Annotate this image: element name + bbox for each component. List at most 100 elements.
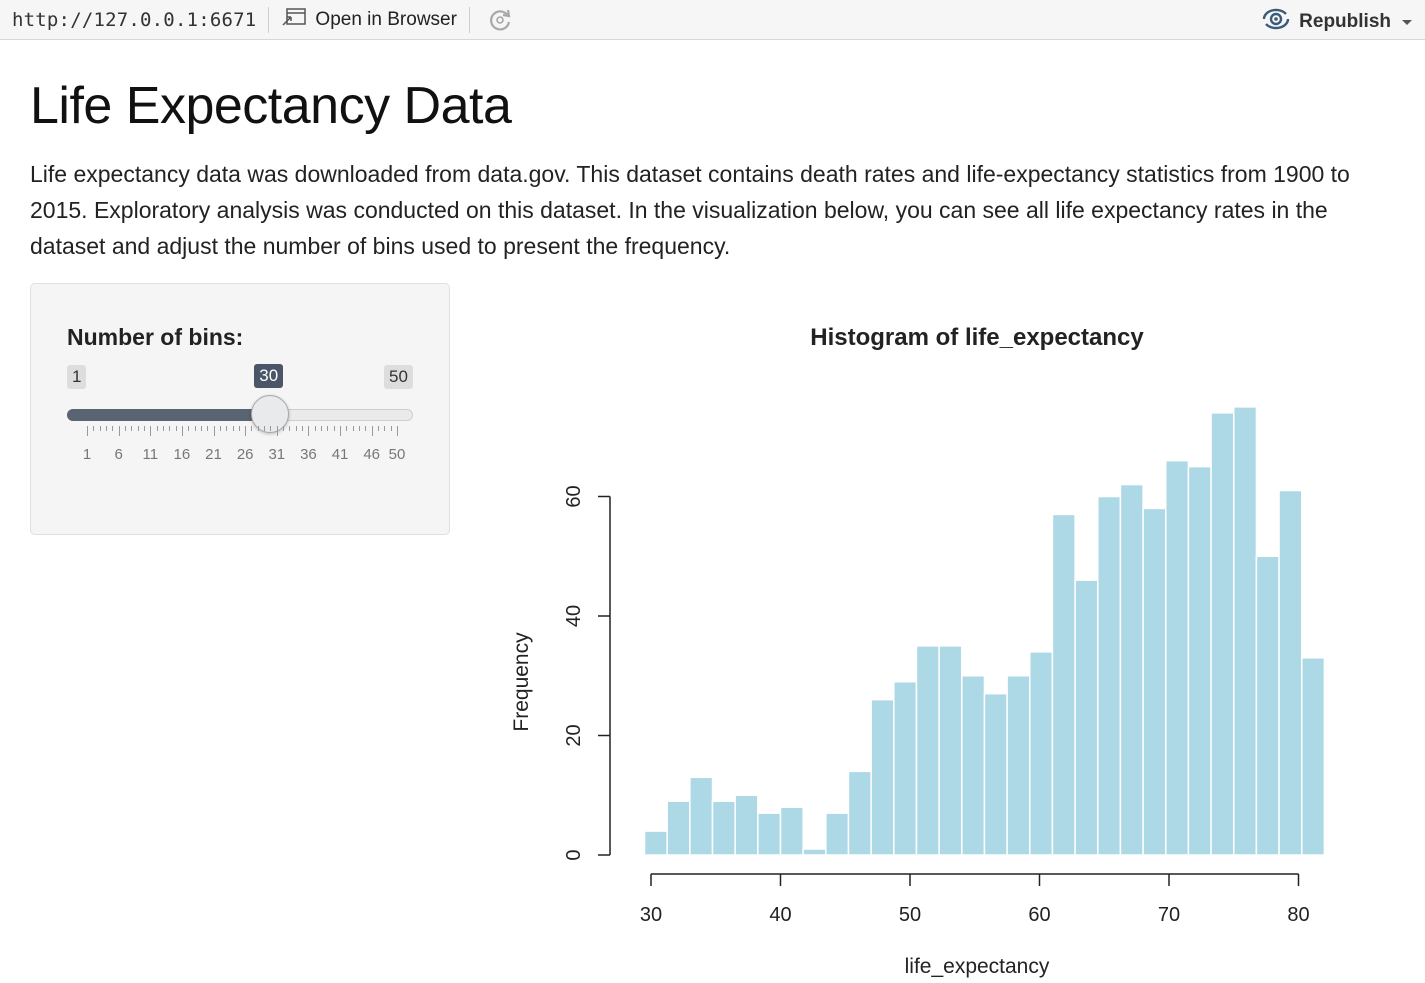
slider-tick-label: 1 <box>82 446 92 463</box>
slider-tick <box>302 426 304 431</box>
slider-tick-label: 50 <box>388 446 406 463</box>
x-axis-label: life_expectancy <box>905 955 1050 978</box>
slider-tick-label: 26 <box>236 446 254 463</box>
slider-tick <box>181 426 183 436</box>
slider-tick <box>137 426 139 431</box>
histogram-bar <box>1187 465 1212 856</box>
x-tick-label: 70 <box>1158 904 1180 926</box>
x-tick-label: 80 <box>1287 904 1309 926</box>
histogram-bar <box>847 770 872 856</box>
republish-button[interactable]: Republish <box>1261 6 1413 38</box>
slider-min-label: 1 <box>67 365 87 389</box>
slider-tick <box>257 426 259 431</box>
histogram-bar <box>915 645 940 856</box>
toolbar-divider <box>468 6 470 33</box>
open-in-browser-button[interactable]: Open in Browser <box>281 6 457 34</box>
y-tick-label: 40 <box>563 605 585 627</box>
slider-max-label: 50 <box>384 365 413 389</box>
slider-tick <box>112 426 114 431</box>
slider-tick <box>238 426 240 431</box>
url-display: http://127.0.0.1:6671 <box>12 8 257 31</box>
slider-tick <box>390 426 392 431</box>
republish-icon <box>1261 6 1291 38</box>
slider-tick <box>283 426 285 431</box>
histogram-bar <box>1097 495 1122 856</box>
slider-tick-label: 21 <box>205 446 222 463</box>
slider-tick-label: 36 <box>300 446 317 463</box>
histogram-bar <box>1051 513 1076 856</box>
slider-tick-label: 6 <box>114 446 123 463</box>
slider-tick <box>327 426 329 431</box>
slider-tick <box>384 426 386 431</box>
y-tick-label: 60 <box>563 485 585 507</box>
chevron-down-icon[interactable] <box>1401 11 1413 33</box>
histogram-bar <box>711 800 736 856</box>
slider-tick <box>359 426 361 431</box>
histogram-bar <box>893 680 918 856</box>
slider-tick <box>264 426 266 431</box>
slider-tick-label: 11 <box>142 446 159 463</box>
slider-tick <box>245 426 247 436</box>
slider-tick <box>226 426 228 431</box>
republish-label: Republish <box>1299 11 1391 32</box>
x-tick-label: 60 <box>1028 904 1050 926</box>
y-axis: 0 20 40 60 <box>563 485 611 861</box>
slider-tick <box>321 426 323 431</box>
histogram-bar <box>1210 412 1235 856</box>
histogram-bar <box>1119 483 1144 856</box>
x-tick-label: 40 <box>769 904 791 926</box>
histogram-bar <box>757 812 782 856</box>
slider-tick <box>150 426 152 436</box>
slider-tick <box>371 426 373 436</box>
page-description: Life expectancy data was downloaded from… <box>30 161 1350 259</box>
slider-tick <box>131 426 133 431</box>
slider-tick <box>352 426 354 431</box>
slider-tick <box>175 426 177 431</box>
slider-tick <box>143 426 145 431</box>
x-tick-label: 50 <box>899 904 921 926</box>
slider-tick <box>156 426 158 431</box>
slider-tick <box>87 426 88 436</box>
histogram-bar <box>1142 507 1167 856</box>
slider-tick <box>219 426 221 431</box>
bins-slider-label: Number of bins: <box>67 324 244 350</box>
refresh-icon[interactable] <box>486 6 514 34</box>
histogram-bar <box>734 794 759 856</box>
histogram-bar <box>938 645 963 856</box>
sidebar-panel: Number of bins: 1 50 30 1 6 11 16 21 26 31 36 41… <box>30 283 450 535</box>
histogram-bar <box>1233 406 1258 856</box>
slider-tick <box>105 426 107 431</box>
x-axis: 30 40 50 60 70 80 <box>640 873 1310 926</box>
slider-tick <box>188 426 190 431</box>
slider-tick <box>118 426 120 436</box>
slider-tick <box>340 426 342 436</box>
y-tick-label: 0 <box>563 849 585 860</box>
slider-tick <box>169 426 171 431</box>
histogram-bar <box>961 675 986 856</box>
slider-tick <box>251 426 253 431</box>
slider-tick-label: 31 <box>268 446 286 463</box>
slider-handle[interactable] <box>251 395 290 433</box>
histogram-bars <box>643 406 1326 856</box>
slider-tick <box>99 426 101 431</box>
slider-tick <box>162 426 164 431</box>
histogram-bar <box>666 800 691 856</box>
y-tick-label: 20 <box>563 724 585 746</box>
slider-tick <box>308 426 310 436</box>
slider-value-label: 30 <box>254 364 284 388</box>
chart-title: Histogram of life_expectancy <box>810 324 1144 351</box>
slider-tick-label: 46 <box>363 446 381 463</box>
histogram-bar <box>779 806 804 856</box>
histogram-bar <box>1029 651 1054 856</box>
slider-fill <box>67 409 271 421</box>
slider-tick <box>378 426 380 431</box>
slider-tick <box>289 426 291 431</box>
slider-tick <box>200 426 202 431</box>
histogram-bar <box>870 698 895 856</box>
histogram-chart: Histogram of life_expectancy 0 20 40 60 30 4… <box>510 324 1326 978</box>
histogram-bar <box>643 830 668 856</box>
histogram-bar <box>1074 579 1099 856</box>
slider-tick <box>207 426 209 431</box>
slider-tick <box>314 426 316 431</box>
histogram-bar <box>1255 555 1280 856</box>
